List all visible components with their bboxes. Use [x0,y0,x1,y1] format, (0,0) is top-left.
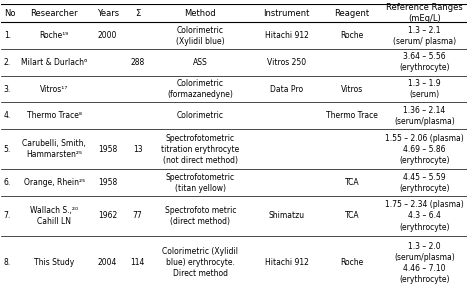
Text: Vitros¹⁷: Vitros¹⁷ [40,85,68,94]
Text: 1.: 1. [4,31,11,40]
Text: Method: Method [185,9,216,17]
Text: Instrument: Instrument [263,9,310,17]
Text: Roche¹⁹: Roche¹⁹ [40,31,69,40]
Text: ASS: ASS [193,58,208,67]
Text: 4.: 4. [4,111,11,120]
Text: 4.45 – 5.59
(erythrocyte): 4.45 – 5.59 (erythrocyte) [399,173,449,193]
Text: Thermo Trace⁸: Thermo Trace⁸ [27,111,82,120]
Text: Data Pro: Data Pro [270,85,303,94]
Text: Carubelli, Smith,
Hammarsten²⁵: Carubelli, Smith, Hammarsten²⁵ [22,139,86,159]
Text: Colorimetric
(Xylidil blue): Colorimetric (Xylidil blue) [176,26,225,46]
Text: Vitros: Vitros [341,85,363,94]
Text: 77: 77 [133,212,143,221]
Text: Roche: Roche [340,31,364,40]
Text: Roche: Roche [340,258,364,267]
Text: 2.: 2. [4,58,11,67]
Text: 1958: 1958 [98,178,117,187]
Text: Spectrofotometric
(titan yellow): Spectrofotometric (titan yellow) [166,173,235,193]
Text: 2000: 2000 [98,31,117,40]
Text: Thermo Trace: Thermo Trace [326,111,378,120]
Text: 3.64 – 5.56
(erythrocyte): 3.64 – 5.56 (erythrocyte) [399,52,449,72]
Text: 5.: 5. [4,145,11,154]
Text: Colorimetric
(formazanedyne): Colorimetric (formazanedyne) [167,79,233,99]
Text: Shimatzu: Shimatzu [268,212,304,221]
Text: Hitachi 912: Hitachi 912 [264,31,309,40]
Text: Hitachi 912: Hitachi 912 [264,258,309,267]
Text: Orange, Rhein²⁵: Orange, Rhein²⁵ [24,178,85,187]
Text: Spectrofoto metric
(direct method): Spectrofoto metric (direct method) [164,206,236,226]
Text: 6.: 6. [4,178,11,187]
Text: This Study: This Study [34,258,74,267]
Text: 1.3 – 2.1
(serum/ plasma): 1.3 – 2.1 (serum/ plasma) [393,26,456,46]
Text: 1.55 – 2.06 (plasma)
4.69 – 5.86
(erythrocyte): 1.55 – 2.06 (plasma) 4.69 – 5.86 (erythr… [385,134,464,165]
Text: Reagent: Reagent [335,9,370,17]
Text: Years: Years [97,9,118,17]
Text: Colorimetric: Colorimetric [177,111,224,120]
Text: 1.36 – 2.14
(serum/plasma): 1.36 – 2.14 (serum/plasma) [394,106,455,126]
Text: 2004: 2004 [98,258,117,267]
Text: Σ: Σ [135,9,140,17]
Text: TCA: TCA [345,212,359,221]
Text: 1.3 – 2.0
(serum/plasma)
4.46 – 7.10
(erythrocyte): 1.3 – 2.0 (serum/plasma) 4.46 – 7.10 (er… [394,242,455,284]
Text: Researcher: Researcher [30,9,78,17]
Text: 3.: 3. [4,85,11,94]
Text: 1.75 – 2.34 (plasma)
4.3 – 6.4
(erythrocyte): 1.75 – 2.34 (plasma) 4.3 – 6.4 (erythroc… [385,200,464,232]
Text: 1958: 1958 [98,145,117,154]
Text: 1962: 1962 [98,212,117,221]
Text: 7.: 7. [4,212,11,221]
Text: 288: 288 [130,58,145,67]
Text: 114: 114 [130,258,145,267]
Text: Spectrofotometric
titration erythrocyte
(not direct method): Spectrofotometric titration erythrocyte … [161,134,239,165]
Text: 8.: 8. [4,258,11,267]
Text: Colorimetric (Xylidil
blue) erythrocyte.
Direct method: Colorimetric (Xylidil blue) erythrocyte.… [163,247,238,278]
Text: TCA: TCA [345,178,359,187]
Text: Milart & Durlach⁶: Milart & Durlach⁶ [21,58,87,67]
Text: Wallach S.,²⁰
Cahill LN: Wallach S.,²⁰ Cahill LN [30,206,78,226]
Text: No: No [4,9,16,17]
Text: Reference Ranges
(mEq/L): Reference Ranges (mEq/L) [386,3,463,23]
Text: 1.3 – 1.9
(serum): 1.3 – 1.9 (serum) [408,79,441,99]
Text: Vitros 250: Vitros 250 [267,58,306,67]
Text: 13: 13 [133,145,143,154]
